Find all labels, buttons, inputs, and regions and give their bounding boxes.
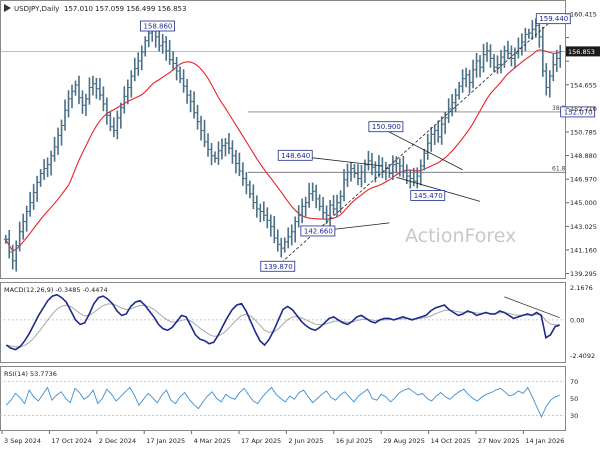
trendline	[378, 126, 463, 171]
price-bar	[558, 44, 563, 68]
macd-panel: 2.1676 0.00 -2.4092	[0, 284, 595, 360]
rsi-line	[5, 386, 560, 419]
macd-panel-frame	[0, 282, 566, 363]
date-axis: 3 Sep 2024 17 Oct 2024 2 Dec 2024 17 Jan 20…	[1, 431, 564, 445]
price-label-text: 150.900	[372, 123, 401, 131]
price-label-text: 158.860	[143, 23, 172, 31]
price-tick-label: 148.880	[570, 152, 597, 160]
price-tick-label: 145.000	[570, 199, 597, 207]
price-label-box	[140, 20, 175, 32]
price-tick-label: 150.785	[570, 128, 597, 136]
price-label-text: 145.470	[414, 192, 443, 200]
fib-level-label: 38.2	[552, 105, 566, 112]
moving-average	[5, 49, 561, 252]
macd-tick-label: 2.1676	[570, 284, 593, 292]
collapse-triangle-icon[interactable]	[4, 4, 11, 12]
trendline	[396, 176, 481, 202]
ohlc-values: 157.010 157.059 156.499 156.853	[64, 5, 186, 13]
price-label-box	[410, 190, 446, 201]
date-tick-label: 16 Jul 2025	[336, 437, 373, 445]
date-tick-label: 17 Oct 2024	[51, 437, 91, 445]
price-tick-label: 141.160	[570, 246, 597, 254]
price-label-box	[535, 13, 571, 25]
macd-title: MACD(12,26,9) -0.3485 -0.4474	[4, 286, 108, 294]
date-tick-label: 4 Mar 2025	[194, 437, 231, 445]
fib-level-label: 61.8	[552, 165, 566, 172]
price-tick-label: 160.415	[570, 10, 597, 18]
date-tick-label: 17 Apr 2025	[241, 437, 281, 445]
symbol-label: USDJPY,Daily	[14, 5, 59, 13]
price-label-text: 142.660	[304, 227, 333, 235]
date-tick-label: 2 Dec 2024	[99, 437, 136, 445]
price-label-text: 152.070	[564, 108, 593, 116]
rsi-title: RSI(14) 53.7736	[4, 370, 57, 378]
price-tick-label: 143.025	[570, 223, 597, 231]
ma-line	[5, 49, 561, 252]
date-tick-label: 17 Jan 2025	[146, 437, 185, 445]
date-tick-label: 27 Nov 2025	[478, 437, 520, 445]
macd-signal-line	[6, 303, 560, 348]
last-price-text: 156.853	[568, 48, 595, 56]
chart-header: USDJPY,Daily 157.010 157.059 156.499 156…	[4, 4, 186, 13]
watermark: ActionForex	[405, 225, 516, 247]
trendline	[277, 18, 554, 267]
macd-tick-label: -2.4092	[570, 352, 595, 360]
last-price-box	[566, 46, 600, 57]
date-tick-label: 3 Sep 2024	[4, 437, 41, 445]
date-tick-label: 14 Jan 2026	[525, 437, 564, 445]
rsi-panel: 70 50 30	[0, 378, 578, 420]
price-label-text: 159.440	[539, 15, 568, 23]
price-label-text: 139.870	[264, 263, 293, 271]
price-labels: 158.860 148.640 139.870 142.660 150.900 145.4…	[140, 13, 600, 272]
rsi-panel-frame	[0, 366, 566, 431]
price-axis: 139.295 141.160 143.025 145.000 146.970 148.8…	[566, 10, 597, 278]
date-tick-label: 2 Jun 2025	[288, 437, 323, 445]
price-label-box	[260, 260, 296, 272]
price-panel-frame	[0, 0, 566, 279]
rsi-tick-label: 30	[570, 412, 578, 420]
price-tick-label: 152.710	[570, 105, 597, 113]
price-tick-label: 154.655	[570, 81, 597, 89]
price-label-box	[368, 121, 404, 133]
date-tick-label: 14 Oct 2025	[431, 437, 471, 445]
rsi-tick-label: 50	[570, 395, 578, 403]
price-tick-label: 139.295	[570, 270, 597, 278]
price-label-text: 148.640	[281, 152, 310, 160]
date-tick-label: 29 Aug 2025	[383, 437, 425, 445]
macd-tick-label: 0.00	[570, 316, 584, 324]
macd-line	[5, 293, 560, 351]
price-label-box	[300, 225, 336, 237]
price-label-box	[277, 149, 313, 161]
price-label-box	[560, 106, 596, 118]
macd-trendline	[504, 296, 560, 319]
rsi-tick-label: 70	[570, 378, 578, 386]
price-tick-label: 146.970	[570, 176, 597, 184]
